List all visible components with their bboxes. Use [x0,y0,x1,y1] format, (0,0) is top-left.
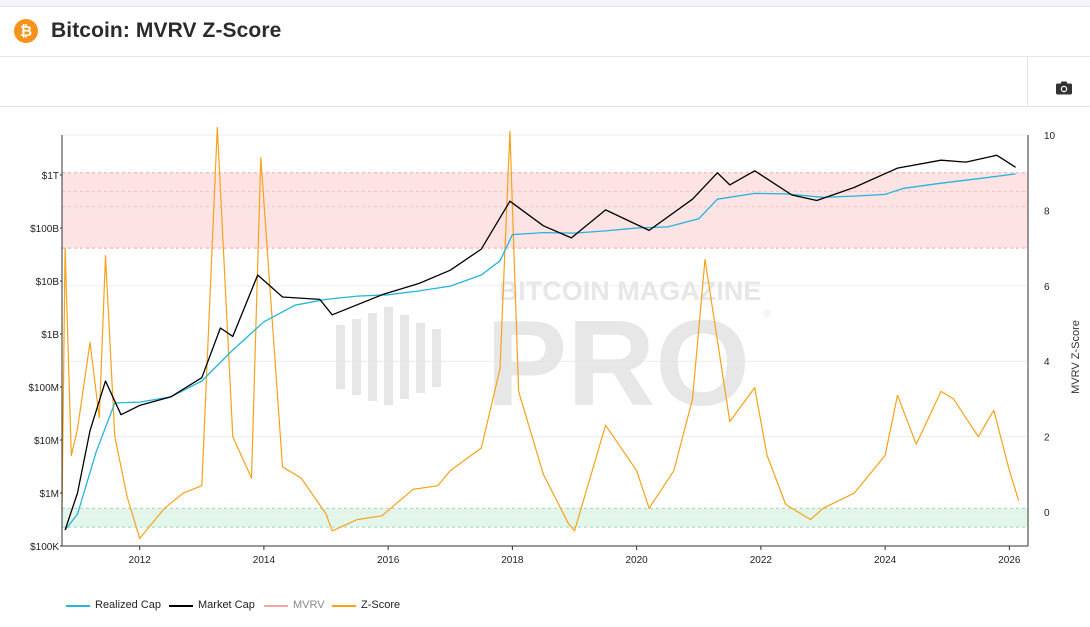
toolbar-divider [1027,57,1028,106]
left-tick-label: $1T [42,171,59,182]
right-tick-label: 2 [1044,433,1050,444]
right-axis-title: MVRV Z-Score [1070,320,1082,394]
legend-swatch-z-score [332,605,356,607]
chart-area: BITCOIN MAGAZINE PRO ® $100K $1M $10M $100M… [0,107,1090,622]
chart-toolbar [0,57,1090,107]
gridlines [62,134,1028,513]
right-tick-label: 8 [1044,206,1050,217]
x-tick-label: 2016 [377,555,400,566]
right-tick-label: 0 [1044,508,1050,519]
x-tick-label: 2020 [626,555,649,566]
legend-label-market-cap: Market Cap [198,599,255,611]
right-tick-label: 4 [1044,357,1050,368]
series-line-z-score [61,126,1020,540]
page-header: ₿ Bitcoin: MVRV Z-Score [0,6,1090,57]
watermark-logo-bars [336,307,441,405]
right-tick-label: 6 [1044,282,1050,293]
series-line-realized-cap [64,173,1016,531]
top-strip [0,0,1090,7]
left-tick-label: $10M [34,436,59,447]
x-tick-label: 2012 [129,555,152,566]
left-tick-label: $1B [41,330,59,341]
series-lines [61,126,1020,540]
legend-swatch-realized-cap [66,605,90,607]
right-tick-label: 10 [1044,131,1056,142]
axes: $100K $1M $10M $100M $1B $10B $100B $1T 0 2 4 6 8 10 2… [28,131,1055,566]
legend-label-z-score: Z-Score [361,599,401,611]
left-tick-label: $10B [36,277,60,288]
left-tick-label: $100M [28,383,59,394]
left-tick-label: $1M [40,489,59,500]
legend-swatch-market-cap [169,605,193,607]
legend-label-mvrv: MVRV [293,599,325,611]
watermark-top-text: BITCOIN MAGAZINE [499,276,762,306]
x-tick-label: 2014 [253,555,276,566]
series-line-market-cap [64,154,1016,531]
x-tick-label: 2018 [501,555,524,566]
left-tick-label: $100K [30,542,59,553]
legend-swatch-mvrv [264,605,288,607]
x-tick-label: 2024 [874,555,897,566]
watermark: BITCOIN MAGAZINE PRO ® [336,276,771,431]
camera-icon-glyph [1056,81,1072,95]
camera-icon[interactable] [1056,81,1078,99]
left-tick-label: $100B [30,224,59,235]
mvrv-chart: BITCOIN MAGAZINE PRO ® $100K $1M $10M $100M… [28,126,1082,566]
x-tick-label: 2022 [750,555,773,566]
band-undervalued [62,508,1028,528]
x-tick-label: 2026 [998,555,1021,566]
page-title: Bitcoin: MVRV Z-Score [51,19,282,42]
legend-label-realized-cap: Realized Cap [95,599,162,611]
watermark-registered-mark: ® [763,308,771,320]
bitcoin-logo-icon: ₿ [14,19,38,43]
watermark-big-text: PRO [486,295,750,431]
